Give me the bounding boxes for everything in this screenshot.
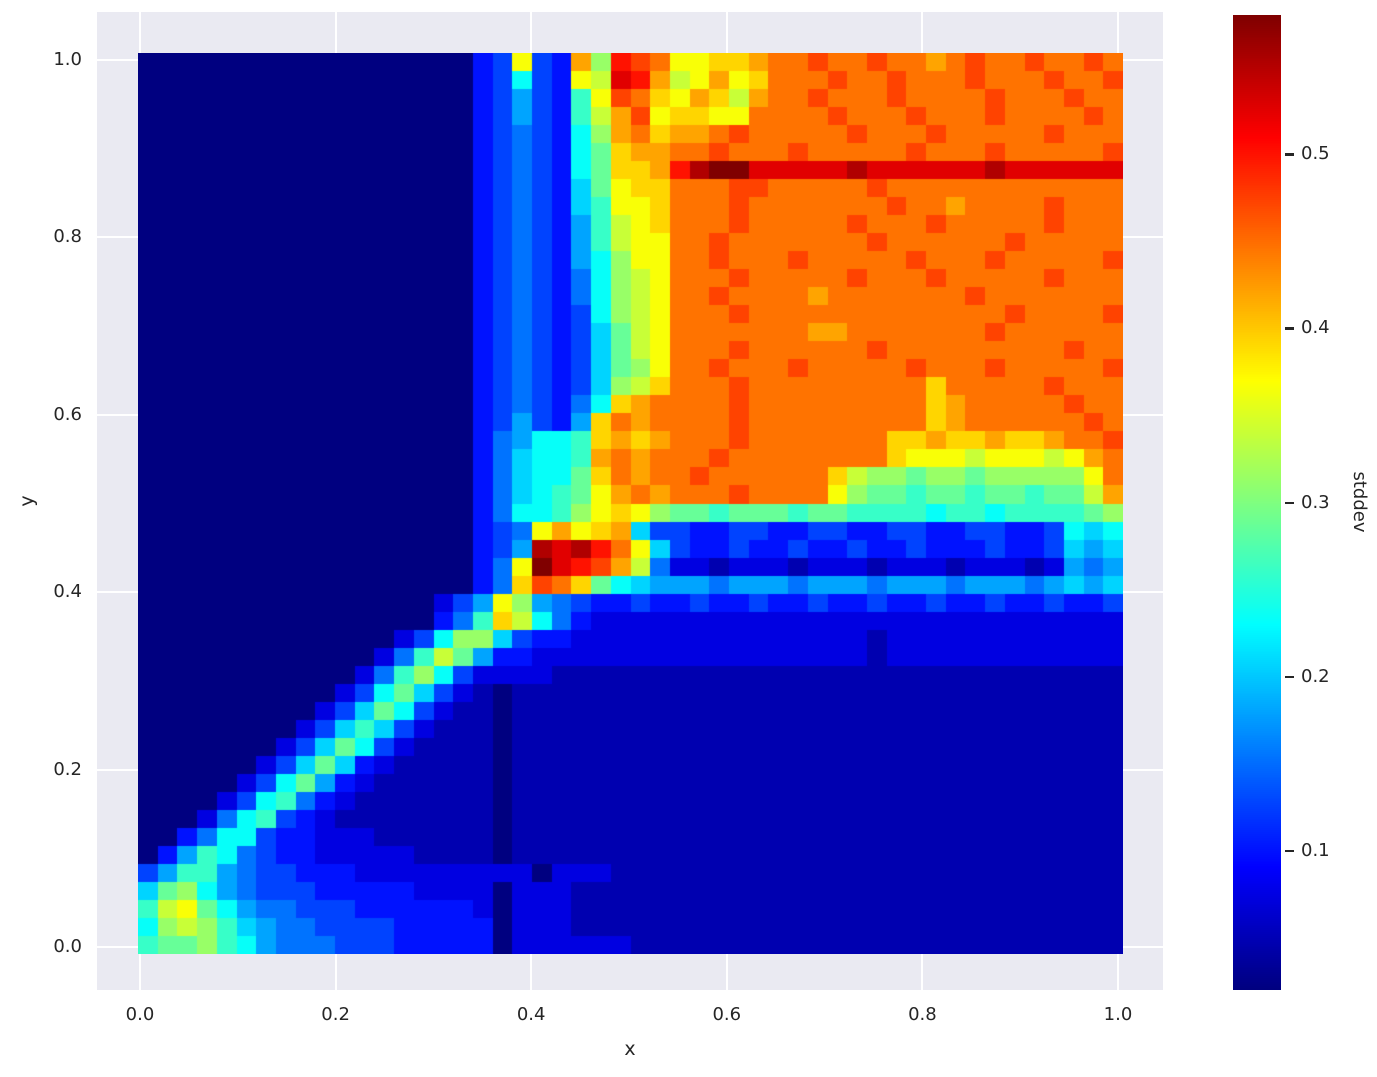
y-tick-label: 0.2 — [53, 758, 82, 780]
colorbar-tick-label: 0.5 — [1301, 143, 1330, 165]
y-axis-label: y — [16, 495, 38, 507]
x-tick-label: 0.6 — [712, 1004, 742, 1025]
colorbar-label: stddev — [1349, 471, 1370, 533]
x-tick-label: 1.0 — [1103, 1004, 1133, 1025]
colorbar-tick-label: 0.3 — [1301, 491, 1330, 513]
x-axis-label: x — [624, 1038, 636, 1060]
y-tick-label: 0.4 — [53, 581, 82, 603]
y-tick-label: 0.0 — [53, 936, 82, 957]
x-tick-label: 0.4 — [516, 1004, 546, 1025]
x-tick-label: 0.8 — [908, 1004, 937, 1025]
colorbar-tick-label: 0.2 — [1301, 665, 1330, 687]
colorbar-tick-label: 0.1 — [1301, 839, 1330, 861]
y-tick-label: 1.0 — [53, 49, 82, 70]
colorbar-tick-mark — [1285, 675, 1294, 679]
colorbar-tick-mark — [1285, 501, 1294, 504]
heatmap-canvas — [138, 53, 1123, 954]
colorbar-tick-mark — [1285, 849, 1294, 853]
x-tick-label: 0.0 — [125, 1004, 155, 1025]
colorbar-tick-label: 0.4 — [1301, 317, 1330, 339]
x-tick-label: 0.2 — [321, 1004, 350, 1025]
colorbar-tick-mark — [1285, 153, 1294, 156]
y-tick-label: 0.8 — [53, 226, 82, 248]
colorbar — [1233, 15, 1281, 990]
colorbar-tick-mark — [1285, 327, 1294, 330]
y-tick-label: 0.6 — [53, 403, 82, 425]
